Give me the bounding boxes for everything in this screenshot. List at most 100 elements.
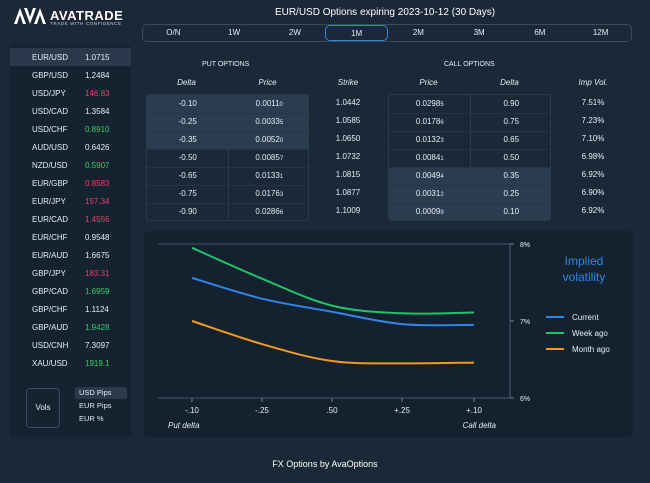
unit-option-eur-pips[interactable]: EUR Pips: [79, 401, 112, 410]
put-row[interactable]: -0.10 0.00110: [147, 95, 309, 113]
call-row[interactable]: 0.00312 0.25: [389, 185, 550, 203]
unit-option-usd-pips[interactable]: USD Pips: [75, 387, 127, 399]
pair-row-eur-chf[interactable]: EUR/CHF 0.9548: [10, 228, 131, 246]
row-divider: [389, 203, 550, 204]
row-divider: [389, 149, 550, 150]
put-row[interactable]: -0.65 0.01331: [147, 167, 308, 185]
put-row[interactable]: -0.90 0.02866: [147, 203, 309, 220]
imp-vol-cell: 7.23%: [581, 116, 605, 125]
pair-row-gbp-chf[interactable]: GBP/CHF 1.1124: [10, 300, 131, 318]
row-divider: [147, 131, 308, 132]
avatrade-logo-icon: [14, 8, 46, 24]
pair-name: EUR/CAD: [32, 215, 69, 224]
strike-cell: 1.0585: [335, 116, 361, 125]
imp-vol-cell: 6.92%: [581, 170, 605, 179]
column-divider: [228, 95, 229, 220]
tenor-tab-1w[interactable]: 1W: [228, 28, 241, 37]
pair-rate: 1.9428: [85, 323, 110, 332]
pair-rate: 1.1124: [85, 305, 109, 314]
put-price-cell: 0.02866: [229, 203, 309, 220]
pair-name: EUR/CHF: [32, 233, 68, 242]
row-divider: [389, 167, 550, 168]
price-pip-digit: 7: [279, 156, 284, 162]
pair-row-nzd-usd[interactable]: NZD/USD 0.5907: [10, 156, 131, 174]
x-tick-label: -.25: [255, 406, 269, 415]
pair-rate: 157.34: [85, 197, 110, 206]
tenor-tab-on[interactable]: O/N: [166, 28, 181, 37]
y-tick-label: 8%: [520, 242, 530, 249]
put-row[interactable]: -0.35 0.00520: [147, 131, 308, 149]
put-row[interactable]: -0.25 0.00335: [147, 113, 308, 131]
page-title: EUR/USD Options expiring 2023-10-12 (30 …: [274, 7, 496, 18]
pair-rate: 1.0715: [85, 53, 110, 62]
put-delta-cell: -0.10: [178, 99, 197, 108]
imp-vol-cell: 7.51%: [581, 98, 605, 107]
pair-rate: 1.6675: [85, 251, 110, 260]
tenor-tab-3m[interactable]: 3M: [473, 28, 485, 37]
pair-row-eur-usd[interactable]: EUR/USD 1.0715: [10, 48, 131, 66]
brand-name: AVATRADE: [50, 8, 124, 23]
call-row[interactable]: 0.01323 0.65: [389, 131, 550, 149]
call-row[interactable]: 0.00841 0.50: [389, 149, 550, 167]
pair-row-gbp-usd[interactable]: GBP/USD 1.2484: [10, 66, 131, 84]
tenor-tab-6m[interactable]: 6M: [534, 28, 546, 37]
vols-button[interactable]: Vols: [26, 388, 60, 428]
pair-row-gbp-jpy[interactable]: GBP/JPY 183.31: [10, 264, 131, 282]
call-row[interactable]: 0.00494 0.35: [389, 167, 550, 185]
pair-name: USD/CHF: [32, 125, 68, 134]
pair-row-gbp-aud[interactable]: GBP/AUD 1.9428: [10, 318, 131, 336]
call-delta-cell: 0.10: [503, 207, 520, 216]
legend-label: Month ago: [572, 345, 610, 354]
pair-row-xau-usd[interactable]: XAU/USD 1919.1: [10, 354, 131, 372]
pair-row-usd-cnh[interactable]: USD/CNH 7.3097: [10, 336, 131, 354]
tenor-tab-2m[interactable]: 2M: [412, 28, 424, 37]
pair-rate: 0.8583: [85, 179, 110, 188]
pair-row-eur-jpy[interactable]: EUR/JPY 157.34: [10, 192, 131, 210]
column-divider: [470, 95, 471, 220]
imp-vol-cell: 6.98%: [581, 152, 605, 161]
strike-cell: 1.0815: [335, 170, 361, 179]
put-row[interactable]: -0.75 0.01763: [147, 185, 308, 203]
pair-rate: 0.9548: [85, 233, 110, 242]
put-options-label: PUT OPTIONS: [202, 61, 250, 68]
pair-row-eur-cad[interactable]: EUR/CAD 1.4556: [10, 210, 131, 228]
pair-row-usd-chf[interactable]: USD/CHF 0.8910: [10, 120, 131, 138]
tenor-tab-12m[interactable]: 12M: [592, 28, 609, 37]
price-value: 0.0176: [255, 189, 280, 198]
put-row[interactable]: -0.50 0.00857: [147, 149, 308, 167]
tenor-tab-1m[interactable]: 1M: [325, 25, 388, 41]
price-value: 0.0011: [255, 99, 280, 108]
call-price-header: Price: [419, 78, 438, 87]
price-pip-digit: 0: [279, 102, 283, 108]
pair-name: EUR/JPY: [32, 197, 66, 206]
pair-name: NZD/USD: [32, 161, 68, 170]
call-row[interactable]: 0.02985 0.90: [389, 95, 550, 113]
pair-row-usd-cad[interactable]: USD/CAD 1.3584: [10, 102, 131, 120]
put-options-table: -0.10 0.00110 -0.25 0.00335 -0.35 0.00520 -0.5…: [146, 94, 309, 221]
pair-name: GBP/CHF: [32, 305, 68, 314]
price-pip-digit: 1: [440, 156, 444, 162]
imp-vol-header: Imp Vol.: [578, 78, 608, 87]
put-delta-header: Delta: [177, 78, 196, 87]
price-value: 0.0286: [255, 207, 280, 216]
price-value: 0.0009: [415, 207, 441, 216]
call-row[interactable]: 0.01786 0.75: [389, 113, 550, 131]
call-row[interactable]: 0.00099 0.10: [389, 203, 550, 220]
tenor-tab-2w[interactable]: 2W: [288, 28, 301, 37]
call-price-cell: 0.00099: [389, 203, 471, 220]
pair-row-aud-usd[interactable]: AUD/USD 0.6426: [10, 138, 131, 156]
row-divider: [147, 113, 308, 114]
pair-row-eur-aud[interactable]: EUR/AUD 1.6675: [10, 246, 131, 264]
call-delta-cell: 0.75: [503, 117, 520, 126]
pair-row-usd-jpy[interactable]: USD/JPY 146.83: [10, 84, 131, 102]
call-delta-cell: 0.50: [503, 153, 520, 162]
unit-option-eur-[interactable]: EUR %: [79, 414, 104, 423]
pair-row-gbp-cad[interactable]: GBP/CAD 1.6959: [10, 282, 131, 300]
put-price-cell: 0.00110: [229, 95, 309, 113]
row-divider: [147, 167, 308, 168]
pair-row-eur-gbp[interactable]: EUR/GBP 0.8583: [10, 174, 131, 192]
pair-name: USD/CAD: [32, 107, 69, 116]
footer-text: FX Options by AvaOptions: [272, 459, 378, 469]
price-pip-digit: 4: [440, 174, 444, 180]
pair-name: GBP/CAD: [32, 287, 69, 296]
